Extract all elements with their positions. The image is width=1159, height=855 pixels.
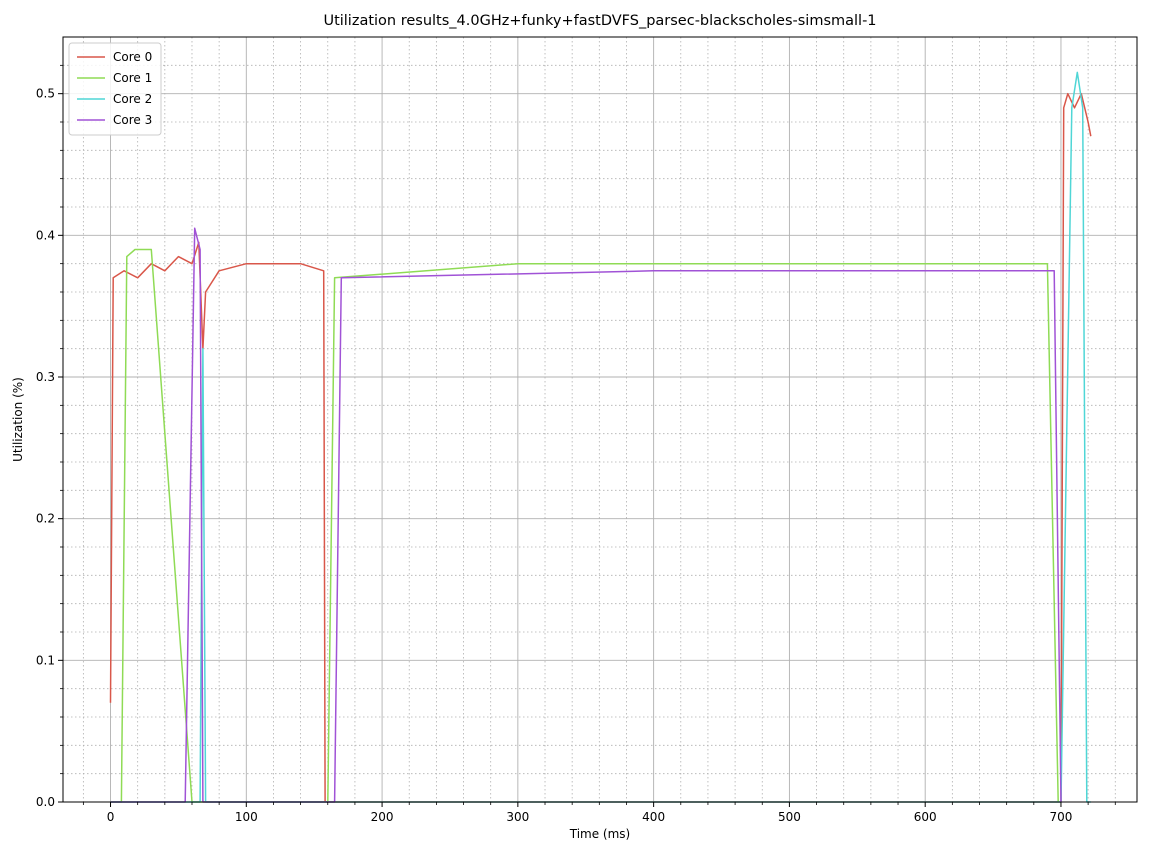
series-layer (109, 71, 1092, 803)
major-grid (63, 37, 1137, 803)
legend: Core 0 Core 1 Core 2 Core 3 (68, 42, 162, 136)
x-tick-label: 700 (1050, 810, 1073, 824)
y-tick-label: 0.4 (36, 228, 55, 242)
x-tick-label: 500 (778, 810, 801, 824)
plot-frame (62, 36, 1138, 803)
x-tick-label: 600 (914, 810, 937, 824)
legend-entry: Core 2 (113, 92, 152, 106)
series-line-core-2 (110, 71, 1091, 803)
y-tick-label: 0.0 (36, 795, 55, 809)
x-tick-label: 300 (506, 810, 529, 824)
chart-title: Utilization results_4.0GHz+funky+fastDVF… (323, 13, 876, 29)
legend-entry: Core 0 (113, 50, 152, 64)
y-tick-label: 0.5 (36, 87, 55, 101)
legend-box (68, 42, 162, 136)
x-tick-label: 100 (235, 810, 258, 824)
x-tick-label: 200 (371, 810, 394, 824)
series-line-core-1 (110, 248, 1059, 803)
y-axis-label: Utilization (%) (11, 377, 25, 462)
legend-entry: Core 3 (113, 113, 152, 127)
y-tick-label: 0.1 (36, 653, 55, 667)
axis-ticks: 0 100 200 300 400 500 600 700 0.0 0.1 0.2 0.3 0.4 0.5 (36, 64, 1116, 824)
x-tick-label: 0 (107, 810, 115, 824)
x-tick-label: 400 (642, 810, 665, 824)
x-axis-label: Time (ms) (569, 827, 631, 841)
y-tick-label: 0.3 (36, 370, 55, 384)
series-line-core-3 (110, 227, 1062, 803)
legend-entry: Core 1 (113, 71, 152, 85)
minor-grid (63, 37, 1137, 802)
series-line-core-0 (109, 92, 1092, 803)
y-tick-label: 0.2 (36, 512, 55, 526)
